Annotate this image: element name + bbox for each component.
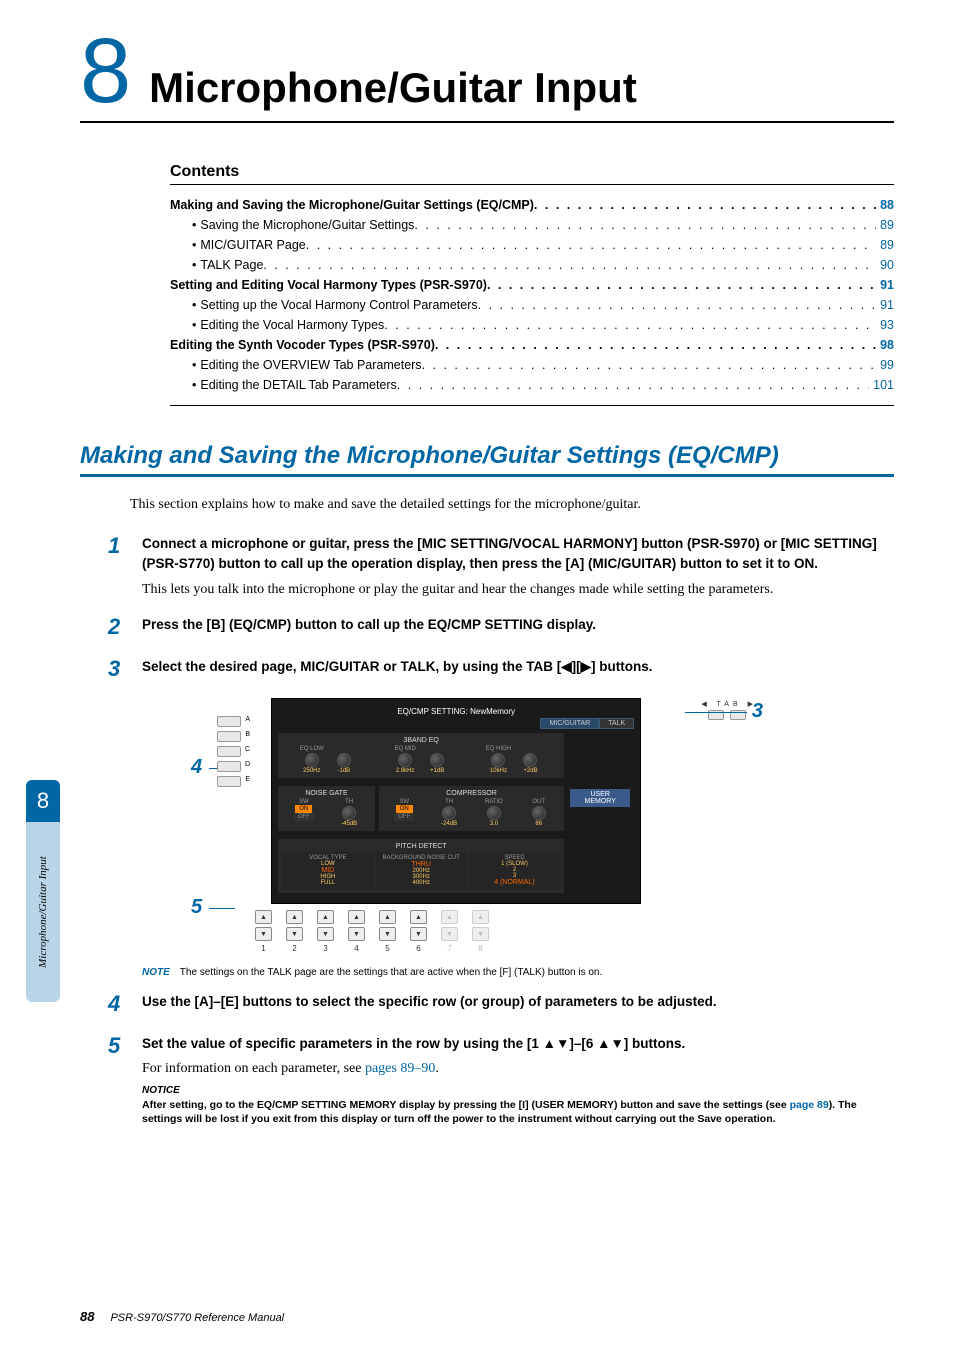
callout-5: 5 xyxy=(191,896,202,919)
note-label: NOTE xyxy=(142,967,170,978)
panel-button-c[interactable] xyxy=(217,746,241,757)
ngate-title: NOISE GATE xyxy=(282,790,371,797)
footer: 88 PSR-S970/S770 Reference Manual xyxy=(80,1309,284,1324)
comp-title: COMPRESSOR xyxy=(383,790,560,797)
tab-mic-guitar[interactable]: MIC/GUITAR xyxy=(540,718,599,729)
callout-4: 4 xyxy=(191,756,202,779)
user-memory-button[interactable]: USER MEMORY xyxy=(570,789,630,807)
number-button-6[interactable]: ▲▼6 xyxy=(410,910,427,953)
toc-item[interactable]: Setting and Editing Vocal Harmony Types … xyxy=(170,275,894,295)
step-2-title: Press the [B] (EQ/CMP) button to call up… xyxy=(142,615,894,635)
step-3-title: Select the desired page, MIC/GUITAR or T… xyxy=(142,657,894,677)
step-1-number: 1 xyxy=(108,534,128,599)
step-5-text: For information on each parameter, see p… xyxy=(142,1059,894,1079)
toc-item[interactable]: •Saving the Microphone/Guitar Settings89 xyxy=(170,215,894,235)
step-5-number: 5 xyxy=(108,1034,128,1127)
number-button-4[interactable]: ▲▼4 xyxy=(348,910,365,953)
toc-item[interactable]: •Setting up the Vocal Harmony Control Pa… xyxy=(170,295,894,315)
number-button-1[interactable]: ▲▼1 xyxy=(255,910,272,953)
tab-talk[interactable]: TALK xyxy=(599,718,634,729)
contents-box: Contents Making and Saving the Microphon… xyxy=(170,163,894,406)
panel-button-d[interactable] xyxy=(217,761,241,772)
step-3: 3 Select the desired page, MIC/GUITAR or… xyxy=(108,657,894,683)
chapter-title: Microphone/Guitar Input xyxy=(149,64,637,112)
chapter-number: 8 xyxy=(80,30,131,113)
step-4-number: 4 xyxy=(108,992,128,1018)
callout-3: 3 xyxy=(752,700,763,723)
toc-item[interactable]: •MIC/GUITAR Page89 xyxy=(170,235,894,255)
panel-button-e[interactable] xyxy=(217,776,241,787)
step-1-text: This lets you talk into the microphone o… xyxy=(142,580,894,600)
number-button-2[interactable]: ▲▼2 xyxy=(286,910,303,953)
toc-item[interactable]: •Editing the OVERVIEW Tab Parameters99 xyxy=(170,355,894,375)
side-tab: 8 Microphone/Guitar Input xyxy=(26,780,60,1002)
manual-name: PSR-S970/S770 Reference Manual xyxy=(110,1312,284,1324)
side-tab-text: Microphone/Guitar Input xyxy=(37,856,49,968)
step-5: 5 Set the value of specific parameters i… xyxy=(108,1034,894,1127)
panel-button-a[interactable] xyxy=(217,716,241,727)
intro-text: This section explains how to make and sa… xyxy=(130,495,894,515)
page-link-89-90[interactable]: pages 89–90 xyxy=(365,1061,435,1076)
page-number: 88 xyxy=(80,1309,94,1324)
number-button-8: ▲▼8 xyxy=(472,910,489,953)
panel-button-b[interactable] xyxy=(217,731,241,742)
step-2: 2 Press the [B] (EQ/CMP) button to call … xyxy=(108,615,894,641)
screen-title: EQ/CMP SETTING: NewMemory xyxy=(397,707,515,716)
section-title: Making and Saving the Microphone/Guitar … xyxy=(80,442,894,477)
note: NOTE The settings on the TALK page are t… xyxy=(142,967,894,978)
toc-item[interactable]: •TALK Page90 xyxy=(170,255,894,275)
contents-heading: Contents xyxy=(170,163,894,185)
number-button-5[interactable]: ▲▼5 xyxy=(379,910,396,953)
toc-item[interactable]: Making and Saving the Microphone/Guitar … xyxy=(170,195,894,215)
pitch-title: PITCH DETECT xyxy=(282,843,560,850)
notice-text: After setting, go to the EQ/CMP SETTING … xyxy=(142,1098,894,1126)
number-button-3[interactable]: ▲▼3 xyxy=(317,910,334,953)
page-link-89[interactable]: page 89 xyxy=(790,1099,829,1111)
step-1: 1 Connect a microphone or guitar, press … xyxy=(108,534,894,599)
notice-label: NOTICE xyxy=(142,1085,894,1096)
contents-end-rule xyxy=(170,405,894,406)
step-1-title: Connect a microphone or guitar, press th… xyxy=(142,534,894,573)
number-button-7: ▲▼7 xyxy=(441,910,458,953)
step-5-title: Set the value of specific parameters in … xyxy=(142,1034,894,1054)
toc-item[interactable]: Editing the Synth Vocoder Types (PSR-S97… xyxy=(170,335,894,355)
side-tab-number: 8 xyxy=(26,780,60,822)
step-4-title: Use the [A]–[E] buttons to select the sp… xyxy=(142,992,894,1012)
note-text: The settings on the TALK page are the se… xyxy=(180,967,602,978)
header-rule xyxy=(80,121,894,123)
step-2-number: 2 xyxy=(108,615,128,641)
lcd-screenshot: EQ/CMP SETTING: NewMemory MIC/GUITAR TAL… xyxy=(271,698,641,904)
step-4: 4 Use the [A]–[E] buttons to select the … xyxy=(108,992,894,1018)
toc-item[interactable]: •Editing the Vocal Harmony Types93 xyxy=(170,315,894,335)
toc-item[interactable]: •Editing the DETAIL Tab Parameters101 xyxy=(170,375,894,395)
figure: 3 4 5 EQ/CMP SETTING: NewMemory MIC/GUIT… xyxy=(217,698,757,953)
eq-panel-title: 3BAND EQ xyxy=(282,737,560,744)
step-3-number: 3 xyxy=(108,657,128,683)
